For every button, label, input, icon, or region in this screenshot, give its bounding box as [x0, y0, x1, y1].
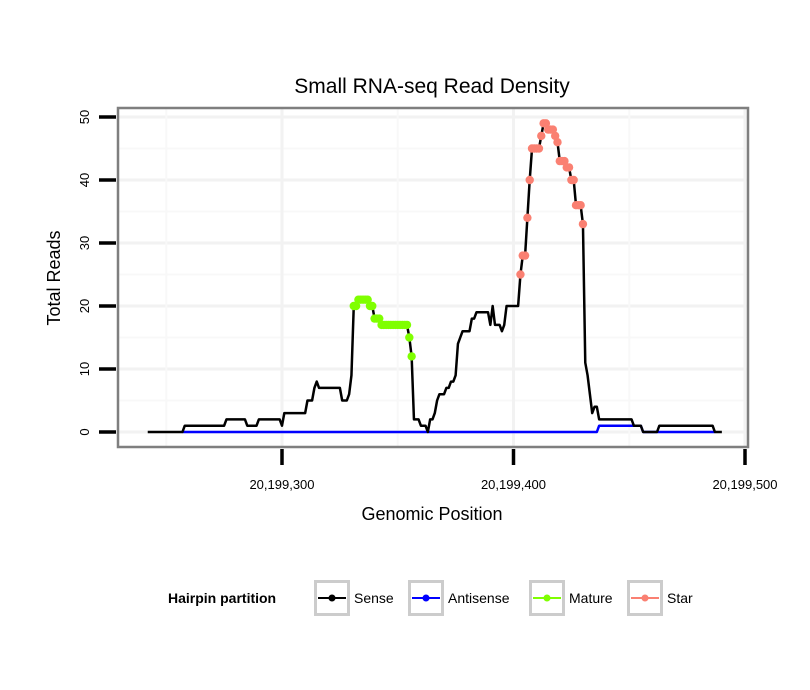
star-point	[553, 138, 562, 147]
legend-key-point	[422, 594, 430, 602]
legend-label: Antisense	[448, 590, 510, 606]
legend-key-point	[328, 594, 336, 602]
star-point	[537, 131, 546, 141]
star-point	[516, 270, 525, 279]
star-point	[525, 175, 534, 185]
legend-title: Hairpin partition	[168, 590, 276, 606]
star-point	[550, 131, 560, 141]
mature-point	[402, 320, 412, 330]
mature-point	[351, 301, 361, 311]
mature-point	[405, 333, 414, 342]
star-point	[560, 156, 569, 166]
mature-point	[363, 295, 372, 304]
gridlines	[119, 109, 747, 446]
star-point	[523, 213, 532, 222]
mature-point	[375, 314, 384, 323]
legend-key-point	[543, 594, 551, 602]
y-tick-label: 10	[77, 362, 92, 376]
legend-label: Star	[667, 590, 693, 606]
axes: 0 10 20 30 40 50 20,199,300 20,199,400 20,199,50…	[77, 110, 778, 492]
legend-label: Mature	[569, 590, 613, 606]
y-tick-label: 30	[77, 236, 92, 250]
star-point	[534, 144, 544, 153]
y-tick-label: 20	[77, 299, 92, 313]
y-tick-label: 0	[77, 428, 92, 435]
mature-point	[407, 352, 416, 361]
star-point	[576, 201, 585, 210]
panel-border	[116, 106, 750, 449]
x-axis-label: Genomic Position	[361, 504, 502, 524]
legend-label: Sense	[354, 590, 394, 606]
mature-point	[368, 301, 377, 311]
y-axis-label: Total Reads	[44, 230, 64, 325]
plot-series	[147, 119, 722, 434]
y-tick-label: 50	[77, 110, 92, 124]
x-tick-label: 20,199,400	[481, 477, 546, 492]
star-point	[569, 175, 578, 185]
star-point	[541, 119, 551, 128]
x-tick-label: 20,199,500	[712, 477, 777, 492]
chart-title: Small RNA-seq Read Density	[294, 75, 570, 98]
sense-line	[147, 122, 722, 434]
legend-key-point	[641, 594, 649, 602]
star-point	[564, 163, 574, 172]
star-point	[548, 125, 558, 134]
star-point	[578, 219, 588, 229]
x-tick-label: 20,199,300	[249, 477, 314, 492]
y-tick-label: 40	[77, 173, 92, 187]
legend: Hairpin partition Sense Antisense Mature St…	[168, 580, 693, 616]
star-point	[520, 251, 530, 260]
